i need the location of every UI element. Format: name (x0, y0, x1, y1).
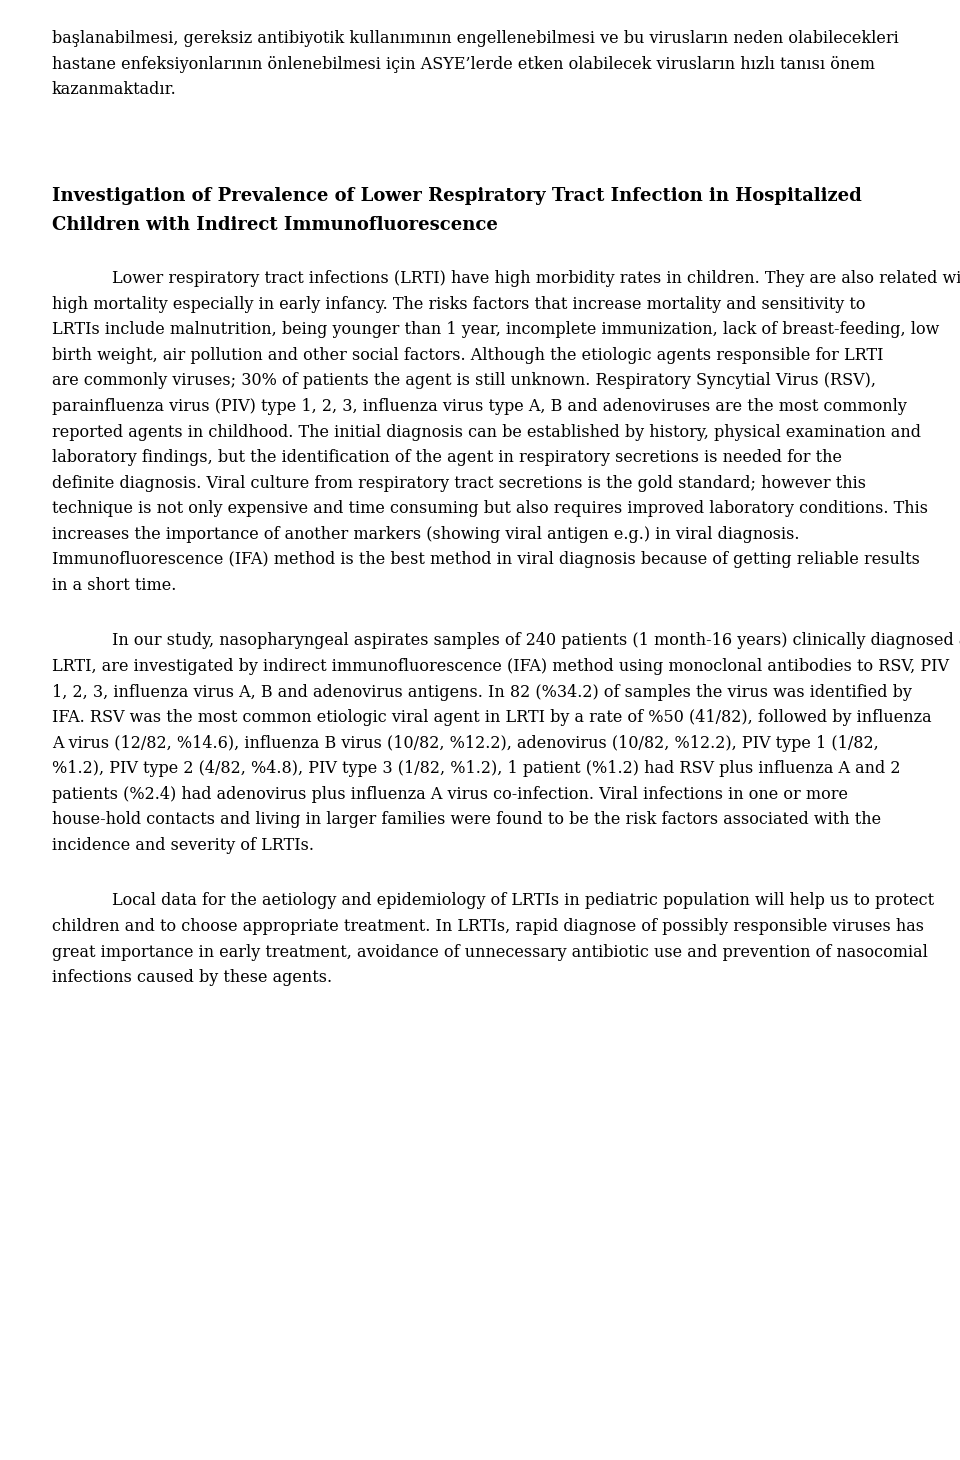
Text: parainfluenza virus (PIV) type 1, 2, 3, influenza virus type A, B and adenovirus: parainfluenza virus (PIV) type 1, 2, 3, … (52, 399, 907, 415)
Text: definite diagnosis. Viral culture from respiratory tract secretions is the gold : definite diagnosis. Viral culture from r… (52, 474, 866, 492)
Text: Lower respiratory tract infections (LRTI) have high morbidity rates in children.: Lower respiratory tract infections (LRTI… (112, 270, 960, 288)
Text: %1.2), PIV type 2 (4/82, %4.8), PIV type 3 (1/82, %1.2), 1 patient (%1.2) had RS: %1.2), PIV type 2 (4/82, %4.8), PIV type… (52, 761, 900, 777)
Text: 1, 2, 3, influenza virus A, B and adenovirus antigens. In 82 (%34.2) of samples : 1, 2, 3, influenza virus A, B and adenov… (52, 683, 912, 701)
Text: Immunofluorescence (IFA) method is the best method in viral diagnosis because of: Immunofluorescence (IFA) method is the b… (52, 552, 920, 568)
Text: patients (%2.4) had adenovirus plus influenza A virus co-infection. Viral infect: patients (%2.4) had adenovirus plus infl… (52, 785, 848, 803)
Text: infections caused by these agents.: infections caused by these agents. (52, 969, 332, 986)
Text: LRTI, are investigated by indirect immunofluorescence (IFA) method using monoclo: LRTI, are investigated by indirect immun… (52, 658, 949, 675)
Text: IFA. RSV was the most common etiologic viral agent in LRTI by a rate of %50 (41/: IFA. RSV was the most common etiologic v… (52, 710, 931, 726)
Text: Investigation of Prevalence of Lower Respiratory Tract Infection in Hospitalized: Investigation of Prevalence of Lower Res… (52, 187, 862, 204)
Text: are commonly viruses; 30% of patients the agent is still unknown. Respiratory Sy: are commonly viruses; 30% of patients th… (52, 372, 876, 390)
Text: LRTIs include malnutrition, being younger than 1 year, incomplete immunization, : LRTIs include malnutrition, being younge… (52, 321, 940, 339)
Text: incidence and severity of LRTIs.: incidence and severity of LRTIs. (52, 837, 314, 854)
Text: technique is not only expensive and time consuming but also requires improved la: technique is not only expensive and time… (52, 501, 928, 517)
Text: Children with Indirect Immunofluorescence: Children with Indirect Immunofluorescenc… (52, 216, 498, 234)
Text: reported agents in childhood. The initial diagnosis can be established by histor: reported agents in childhood. The initia… (52, 423, 921, 441)
Text: house-hold contacts and living in larger families were found to be the risk fact: house-hold contacts and living in larger… (52, 812, 881, 828)
Text: great importance in early treatment, avoidance of unnecessary antibiotic use and: great importance in early treatment, avo… (52, 943, 928, 961)
Text: Local data for the aetiology and epidemiology of LRTIs in pediatric population w: Local data for the aetiology and epidemi… (112, 892, 934, 910)
Text: high mortality especially in early infancy. The risks factors that increase mort: high mortality especially in early infan… (52, 296, 866, 312)
Text: A virus (12/82, %14.6), influenza B virus (10/82, %12.2), adenovirus (10/82, %12: A virus (12/82, %14.6), influenza B viru… (52, 734, 878, 752)
Text: birth weight, air pollution and other social factors. Although the etiologic age: birth weight, air pollution and other so… (52, 347, 883, 364)
Text: başlanabilmesi, gereksiz antibiyotik kullanımının engellenebilmesi ve bu virusla: başlanabilmesi, gereksiz antibiyotik kul… (52, 31, 899, 47)
Text: kazanmaktadır.: kazanmaktadır. (52, 82, 177, 98)
Text: in a short time.: in a short time. (52, 577, 177, 594)
Text: laboratory findings, but the identification of the agent in respiratory secretio: laboratory findings, but the identificat… (52, 450, 842, 466)
Text: increases the importance of another markers (showing viral antigen e.g.) in vira: increases the importance of another mark… (52, 526, 800, 543)
Text: children and to choose appropriate treatment. In LRTIs, rapid diagnose of possib: children and to choose appropriate treat… (52, 918, 924, 934)
Text: In our study, nasopharyngeal aspirates samples of 240 patients (1 month-16 years: In our study, nasopharyngeal aspirates s… (112, 632, 960, 650)
Text: hastane enfeksiyonlarının önlenebilmesi için ASYE’lerde etken olabilecek virusla: hastane enfeksiyonlarının önlenebilmesi … (52, 55, 875, 73)
